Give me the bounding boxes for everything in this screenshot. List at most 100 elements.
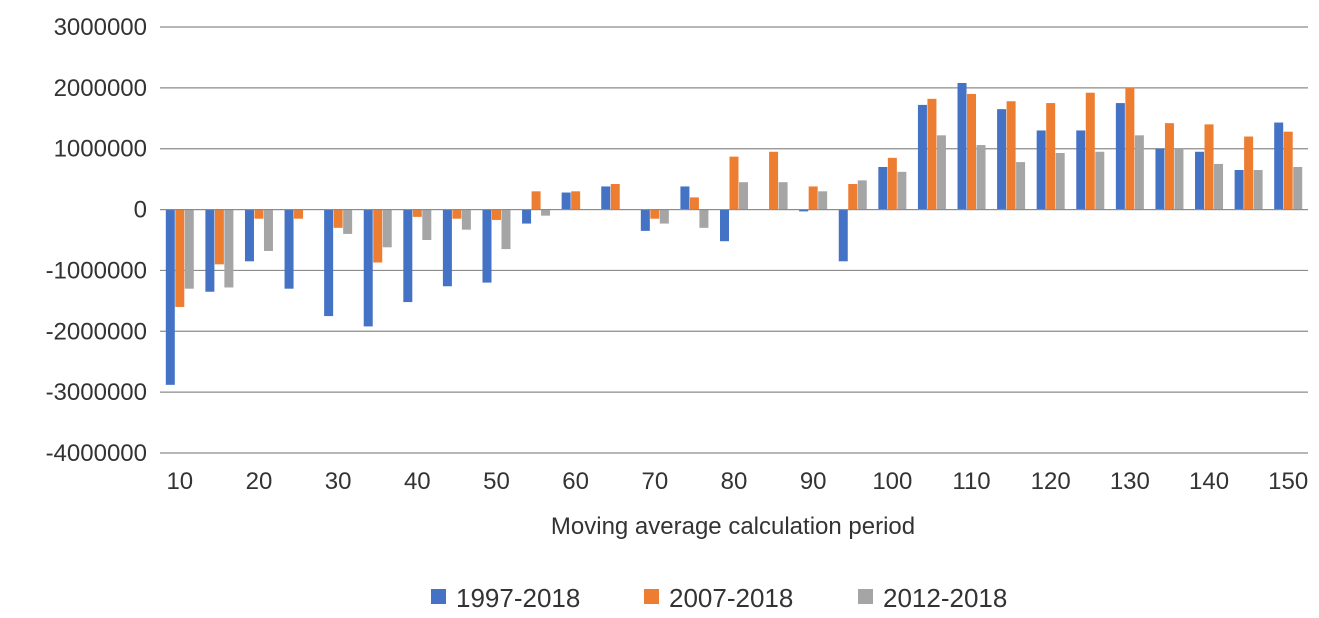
bar-2012-2018-70: [659, 209, 669, 224]
x-tick-label: 140: [1189, 468, 1229, 495]
bar-1997-2018-75: [680, 186, 690, 210]
bar-1997-2018-95: [838, 209, 848, 262]
bar-2012-2018-110: [976, 145, 986, 210]
bar-2007-2018-20: [254, 209, 264, 219]
y-tick-label: 0: [134, 197, 147, 224]
bar-2007-2018-30: [333, 209, 343, 228]
bar-2007-2018-80: [729, 156, 739, 210]
bar-2007-2018-90: [808, 186, 818, 210]
legend-swatch: [858, 589, 873, 604]
bar-1997-2018-115: [997, 109, 1007, 210]
bar-1997-2018-35: [363, 209, 373, 327]
bar-1997-2018-10: [165, 209, 175, 385]
bar-2007-2018-75: [689, 197, 699, 210]
bar-2012-2018-30: [343, 209, 353, 234]
bar-2007-2018-145: [1244, 136, 1254, 210]
y-axis-tick-labels: 3000000 2000000 1000000 0 -1000000 -2000000 -3…: [46, 14, 147, 467]
y-tick-label: 2000000: [54, 75, 147, 102]
y-tick-label: 3000000: [54, 14, 147, 41]
bar-1997-2018-70: [640, 209, 650, 231]
bar-2007-2018-125: [1085, 92, 1095, 210]
bar-1997-2018-105: [917, 104, 927, 210]
bar-2012-2018-15: [224, 209, 234, 288]
bar-2007-2018-15: [214, 209, 224, 265]
legend-label: 2007-2018: [669, 583, 793, 613]
bar-2007-2018-115: [1006, 101, 1016, 210]
bar-2012-2018-55: [541, 209, 551, 216]
bar-1997-2018-60: [561, 192, 571, 210]
bars: [165, 82, 1303, 385]
bar-1997-2018-50: [482, 209, 492, 283]
x-tick-label: 110: [952, 468, 990, 495]
y-tick-label: 1000000: [54, 136, 147, 163]
bar-1997-2018-125: [1076, 130, 1086, 210]
bar-2007-2018-50: [491, 209, 501, 220]
x-tick-label: 90: [800, 468, 827, 495]
bar-2012-2018-140: [1214, 163, 1224, 210]
bar-2012-2018-100: [897, 171, 907, 210]
bar-2012-2018-105: [936, 135, 946, 210]
y-tick-label: -2000000: [46, 318, 147, 345]
x-tick-label: 50: [483, 468, 510, 495]
bar-1997-2018-135: [1155, 148, 1165, 210]
x-tick-label: 80: [721, 468, 748, 495]
bar-2012-2018-120: [1055, 152, 1065, 210]
bar-2012-2018-115: [1016, 162, 1026, 210]
bar-2012-2018-130: [1134, 135, 1144, 210]
legend-swatch: [431, 589, 446, 604]
bar-1997-2018-80: [720, 209, 729, 242]
bar-2007-2018-120: [1046, 103, 1056, 210]
x-tick-label: 10: [166, 468, 193, 495]
legend-swatch: [644, 589, 659, 604]
y-tick-label: -1000000: [46, 257, 147, 284]
x-axis-title: Moving average calculation period: [551, 513, 915, 540]
bar-1997-2018-15: [205, 209, 215, 292]
bar-2007-2018-85: [769, 151, 779, 210]
x-tick-label: 30: [325, 468, 352, 495]
bar-2012-2018-45: [461, 209, 471, 230]
x-tick-label: 100: [872, 468, 912, 495]
legend-label: 2012-2018: [883, 583, 1007, 613]
x-axis-tick-labels: 10 20 30 40 50 60 70 80 90 100 110 120 130 140 150: [166, 468, 1308, 495]
legend: 1997-2018 2007-2018 2012-2018: [431, 583, 1007, 613]
bar-1997-2018-45: [442, 209, 452, 287]
bar-1997-2018-130: [1115, 103, 1125, 210]
bar-2007-2018-70: [650, 209, 660, 219]
bar-1997-2018-150: [1274, 122, 1284, 210]
x-tick-label: 40: [404, 468, 431, 495]
bar-1997-2018-140: [1195, 151, 1205, 210]
bar-2012-2018-135: [1174, 148, 1184, 210]
bar-2007-2018-65: [610, 184, 620, 210]
bar-2007-2018-45: [452, 209, 462, 219]
bar-1997-2018-100: [878, 166, 888, 210]
x-tick-label: 20: [246, 468, 273, 495]
bar-1997-2018-90: [799, 209, 809, 212]
bar-2007-2018-25: [294, 209, 304, 219]
x-tick-label: 70: [641, 468, 668, 495]
bar-1997-2018-120: [1036, 130, 1046, 210]
bar-2007-2018-60: [571, 191, 581, 210]
bar-1997-2018-65: [601, 186, 611, 210]
bar-1997-2018-40: [403, 209, 413, 303]
bar-2012-2018-50: [501, 209, 511, 250]
bar-2007-2018-110: [967, 93, 977, 210]
legend-label: 1997-2018: [456, 583, 580, 613]
bar-2007-2018-135: [1164, 123, 1174, 210]
bar-1997-2018-30: [324, 209, 334, 317]
bar-2012-2018-80: [739, 182, 748, 210]
bar-2012-2018-85: [778, 182, 788, 210]
bar-2007-2018-40: [412, 209, 422, 217]
x-tick-label: 120: [1031, 468, 1071, 495]
bar-2007-2018-140: [1204, 124, 1214, 210]
bar-2012-2018-145: [1253, 170, 1263, 210]
x-tick-label: 150: [1268, 468, 1308, 495]
bar-2007-2018-35: [373, 209, 383, 263]
x-tick-label: 130: [1110, 468, 1150, 495]
bar-1997-2018-20: [244, 209, 254, 262]
bar-2012-2018-90: [818, 191, 828, 210]
bar-1997-2018-25: [284, 209, 294, 289]
bar-2007-2018-100: [887, 157, 897, 210]
bar-1997-2018-55: [522, 209, 532, 224]
y-tick-label: -4000000: [46, 440, 147, 467]
